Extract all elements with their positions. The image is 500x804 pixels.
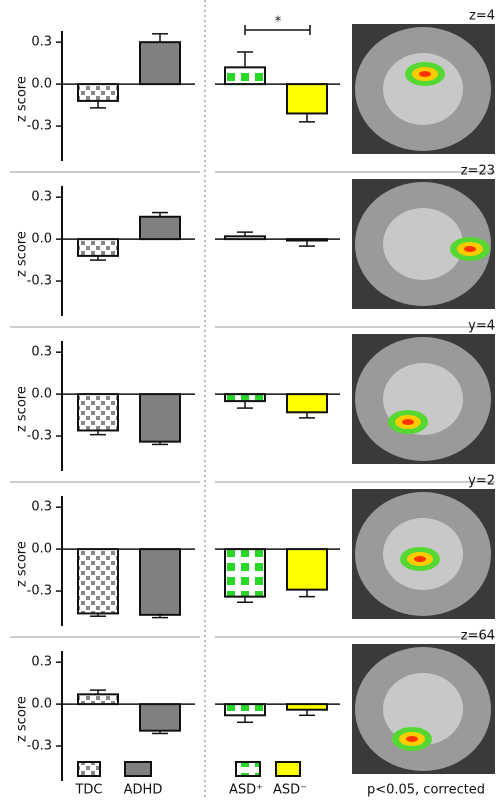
bar <box>140 549 180 615</box>
slice-label: z=23 <box>461 164 495 179</box>
bar <box>140 704 180 731</box>
bar <box>78 84 118 101</box>
legend-label: TDC <box>74 783 102 798</box>
slice-label: y=4 <box>468 319 495 334</box>
y-tick-label: -0.3 <box>27 274 52 289</box>
error-bar <box>237 52 253 67</box>
bar <box>225 549 265 597</box>
slice-label: z=4 <box>469 9 495 24</box>
error-bar <box>152 34 168 42</box>
bar <box>225 67 265 84</box>
y-tick-label: 0.0 <box>31 697 52 712</box>
y-tick-label: 0.0 <box>31 232 52 247</box>
bar <box>140 394 180 442</box>
brain-image <box>383 208 463 280</box>
y-tick-label: -0.3 <box>27 584 52 599</box>
bar <box>78 239 118 256</box>
y-tick-label: 0.3 <box>31 345 52 360</box>
legend-label: ASD⁺ <box>229 783 263 798</box>
significance-star: * <box>275 15 282 30</box>
legend-label: ASD⁻ <box>273 783 307 798</box>
figure: * TDC ADHD ASD⁺ ASD⁻ p<0.05, corrected z… <box>0 0 500 800</box>
error-bar <box>237 715 253 722</box>
error-bar <box>237 401 253 408</box>
bar <box>225 394 265 401</box>
y-tick-label: -0.3 <box>27 429 52 444</box>
activation <box>464 246 476 252</box>
bar <box>287 394 327 412</box>
bar <box>287 704 327 710</box>
bar <box>287 239 327 240</box>
y-axis-label: z score <box>15 231 30 277</box>
bar <box>225 704 265 715</box>
y-tick-label: 0.3 <box>31 190 52 205</box>
bar <box>78 394 118 430</box>
bar <box>225 236 265 239</box>
slice-label: z=64 <box>461 629 495 644</box>
y-axis-label: z score <box>15 76 30 122</box>
error-bar <box>90 101 106 108</box>
bar <box>287 549 327 590</box>
bar <box>140 217 180 239</box>
y-tick-label: 0.3 <box>31 655 52 670</box>
y-tick-label: 0.3 <box>31 35 52 50</box>
bar <box>78 694 118 704</box>
y-tick-label: -0.3 <box>27 119 52 134</box>
y-tick-label: -0.3 <box>27 739 52 754</box>
threshold-note: p<0.05, corrected <box>367 783 485 798</box>
bar <box>140 42 180 84</box>
legend-label: ADHD <box>124 783 163 798</box>
y-tick-label: 0.0 <box>31 542 52 557</box>
y-tick-label: 0.3 <box>31 500 52 515</box>
activation <box>414 556 426 562</box>
y-tick-label: 0.0 <box>31 387 52 402</box>
legend: TDC ADHD ASD⁺ ASD⁻ <box>74 762 307 798</box>
y-axis-label: z score <box>15 541 30 587</box>
activation <box>419 71 431 77</box>
activation <box>402 419 414 425</box>
y-axis-label: z score <box>15 386 30 432</box>
activation <box>406 736 418 742</box>
bar <box>287 84 327 113</box>
y-axis-label: z score <box>15 696 30 742</box>
bar <box>78 549 118 613</box>
error-bar <box>299 113 315 121</box>
slice-label: y=2 <box>468 474 495 489</box>
error-bar <box>299 590 315 597</box>
y-tick-label: 0.0 <box>31 77 52 92</box>
